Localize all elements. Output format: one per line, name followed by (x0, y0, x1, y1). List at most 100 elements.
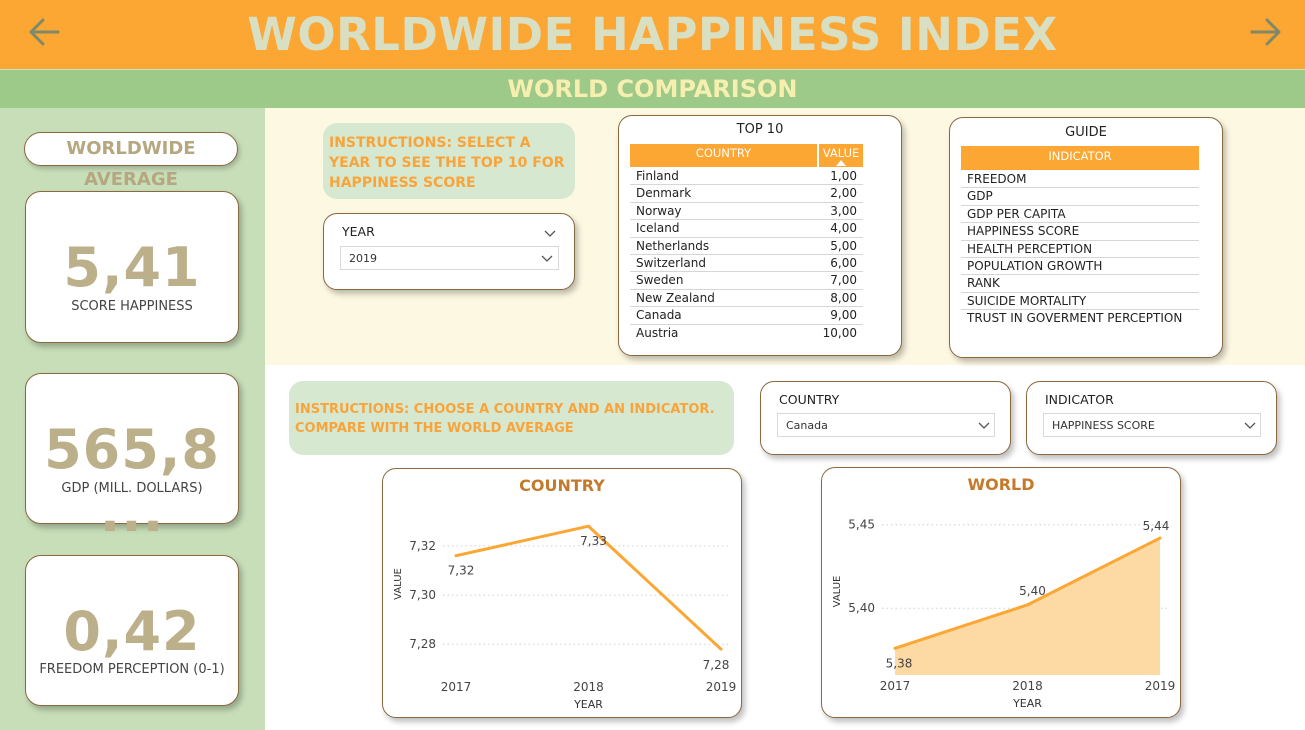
country-cell: Switzerland (636, 256, 706, 270)
data-point (719, 647, 723, 651)
kpi-card-happiness: 5,41 SCORE HAPPINESS (25, 191, 239, 343)
list-item[interactable]: FREEDOM (961, 171, 1199, 189)
y-tick-label: 7,32 (409, 539, 436, 553)
kpi-value: 5,41 (63, 236, 201, 299)
data-point (454, 554, 458, 558)
country-dropdown[interactable]: Canada (777, 413, 995, 437)
indicator-name: TRUST IN GOVERMENT PERCEPTION (967, 311, 1183, 326)
list-item[interactable]: RANK (961, 275, 1199, 293)
table-row[interactable]: Canada 9,00 (630, 307, 863, 325)
x-axis-label: YEAR (573, 698, 603, 711)
country-cell: Finland (636, 169, 679, 183)
kpi-card-freedom: 0,42 FREEDOM PERCEPTION (0-1) (25, 555, 239, 706)
subheader-bar: WORLD COMPARISON (0, 69, 1305, 108)
year-dropdown-value: 2019 (349, 252, 377, 265)
kpi-value: 565,8 ... (44, 418, 220, 544)
y-tick-label: 5,45 (848, 518, 875, 532)
value-cell: 3,00 (830, 203, 857, 218)
x-tick-label: 2017 (880, 679, 911, 693)
value-cell: 10,00 (822, 325, 857, 340)
indicator-name: GDP (967, 189, 993, 204)
instructions-year-text: INSTRUCTIONS: SELECT A YEAR TO SEE THE T… (329, 135, 565, 191)
top10-header-value[interactable]: VALUE (819, 144, 863, 167)
data-label: 7,33 (580, 534, 607, 548)
list-item[interactable]: POPULATION GROWTH (961, 258, 1199, 276)
world-chart-card: WORLD 5,40 5,45 5,38 5,40 5,44 2017 2018 2019 YE… (821, 467, 1181, 718)
kpi-label: FREEDOM PERCEPTION (0-1) (39, 662, 225, 677)
kpi-value: 0,42 (63, 600, 201, 663)
list-item[interactable]: SUICIDE MORTALITY (961, 293, 1199, 311)
world-chart-title: WORLD (967, 475, 1035, 494)
top10-header-country[interactable]: COUNTRY (630, 144, 817, 167)
value-cell: 4,00 (830, 221, 857, 236)
data-point (1026, 603, 1029, 607)
forward-arrow-icon[interactable] (1248, 14, 1284, 50)
x-tick-label: 2018 (1012, 679, 1043, 693)
data-point (1158, 536, 1162, 540)
x-axis-label: YEAR (1012, 697, 1042, 710)
page-title: WORLDWIDE HAPPINESS INDEX (247, 8, 1058, 61)
y-axis-label: VALUE (393, 568, 404, 600)
data-point (587, 524, 590, 528)
chevron-down-icon[interactable] (544, 230, 556, 238)
back-arrow-icon[interactable] (26, 14, 62, 50)
country-cell: Sweden (636, 273, 684, 288)
indicator-name: HAPPINESS SCORE (967, 224, 1080, 239)
list-item[interactable]: HAPPINESS SCORE (961, 223, 1199, 241)
data-label: 5,38 (886, 656, 913, 670)
list-item[interactable]: GDP PER CAPITA (961, 206, 1199, 224)
list-item[interactable]: GDP (961, 188, 1199, 206)
kpi-label: GDP (MILL. DOLLARS) (61, 481, 203, 496)
table-row[interactable]: Denmark 2,00 (630, 185, 863, 203)
value-cell: 6,00 (830, 256, 857, 270)
kpi-card-gdp: 565,8 ... GDP (MILL. DOLLARS) (25, 373, 239, 544)
table-row[interactable]: Norway 3,00 (630, 203, 863, 221)
country-cell: Austria (636, 325, 679, 340)
y-axis-label: VALUE (832, 576, 843, 608)
country-chart-title: COUNTRY (519, 476, 605, 495)
data-label: 5,40 (1019, 584, 1046, 598)
top10-card: TOP 10 COUNTRY VALUE Finland 1,00 Denmark 2… (618, 115, 902, 356)
column-header-value: VALUE (822, 146, 860, 160)
guide-header[interactable]: INDICATOR (961, 146, 1199, 170)
table-row[interactable]: New Zealand 8,00 (630, 290, 863, 308)
indicator-name: SUICIDE MORTALITY (967, 293, 1087, 308)
table-row[interactable]: Finland 1,00 (630, 168, 863, 186)
chevron-down-icon (978, 422, 990, 429)
country-cell: New Zealand (636, 290, 715, 305)
top10-title: TOP 10 (736, 122, 784, 137)
guide-title: GUIDE (1065, 125, 1107, 140)
header-bar: WORLDWIDE HAPPINESS INDEX (0, 0, 1305, 69)
chevron-down-icon (1244, 422, 1256, 429)
sort-ascending-icon (836, 160, 846, 166)
table-row[interactable]: Switzerland 6,00 (630, 255, 863, 273)
table-row[interactable]: Iceland 4,00 (630, 220, 863, 238)
table-row[interactable]: Sweden 7,00 (630, 272, 863, 290)
table-row[interactable]: Netherlands 5,00 (630, 238, 863, 255)
x-tick-label: 2017 (441, 680, 472, 694)
x-tick-label: 2019 (1145, 679, 1176, 693)
kpi-label: SCORE HAPPINESS (71, 299, 193, 314)
guide-header-label: INDICATOR (1048, 149, 1112, 163)
year-slicer: YEAR 2019 (323, 213, 575, 290)
table-row[interactable]: Austria 10,00 (630, 325, 863, 342)
indicator-dropdown[interactable]: HAPPINESS SCORE (1043, 413, 1261, 437)
x-tick-label: 2018 (573, 680, 604, 694)
data-label: 7,32 (448, 564, 475, 578)
y-tick-label: 7,28 (409, 637, 436, 651)
year-dropdown[interactable]: 2019 (340, 246, 559, 270)
indicator-name: GDP PER CAPITA (967, 206, 1066, 221)
data-point (893, 646, 897, 650)
value-cell: 2,00 (830, 186, 857, 201)
indicator-slicer: INDICATOR HAPPINESS SCORE (1026, 381, 1277, 455)
country-line-chart: 7,28 7,30 7,32 7,32 7,33 7,28 2017 2018 2019 YEAR… (393, 524, 736, 711)
worldwide-average-label: WORLDWIDE AVERAGE (24, 132, 238, 190)
indicator-name: FREEDOM (967, 172, 1027, 186)
value-cell: 7,00 (830, 273, 857, 288)
world-area-chart: 5,40 5,45 5,38 5,40 5,44 2017 2018 2019 YEAR VALU… (832, 518, 1176, 710)
data-label: 7,28 (703, 658, 730, 672)
chevron-down-icon (541, 255, 553, 262)
list-item[interactable]: TRUST IN GOVERMENT PERCEPTION (961, 310, 1199, 327)
list-item[interactable]: HEALTH PERCEPTION (961, 241, 1199, 258)
value-cell: 5,00 (830, 238, 857, 253)
